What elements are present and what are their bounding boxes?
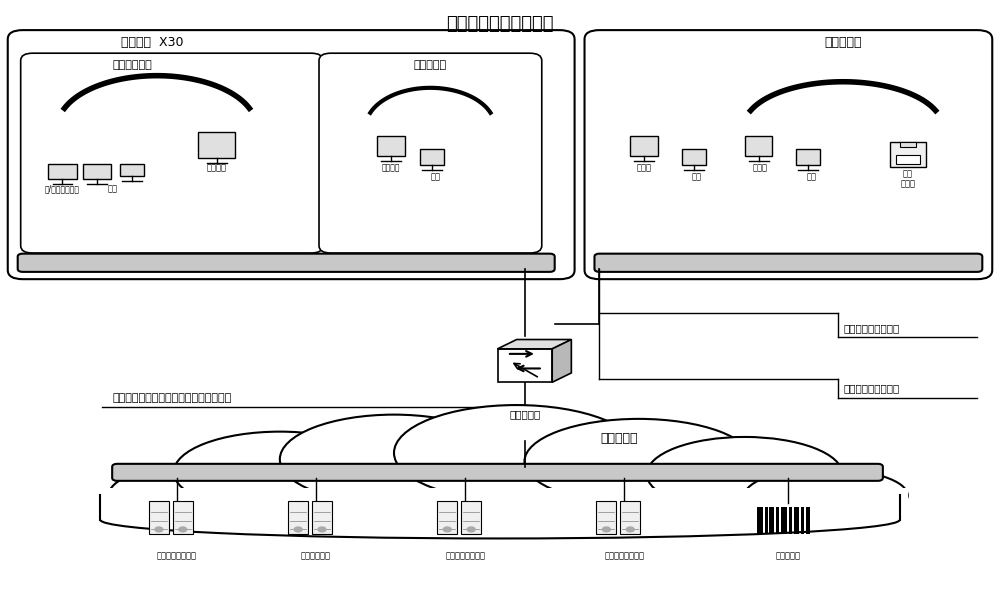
Bar — [781, 507, 787, 535]
Ellipse shape — [394, 405, 639, 501]
Text: 教员席位组: 教员席位组 — [824, 36, 862, 49]
Bar — [745, 137, 772, 156]
Text: 教员席: 教员席 — [637, 164, 652, 172]
Bar — [765, 507, 768, 535]
Circle shape — [155, 527, 163, 532]
Circle shape — [179, 527, 187, 532]
Text: 模拟仿真服务集群: 模拟仿真服务集群 — [157, 551, 197, 560]
Ellipse shape — [109, 466, 272, 525]
Circle shape — [294, 527, 302, 532]
Text: 监控席: 监控席 — [753, 164, 768, 172]
Bar — [120, 164, 144, 176]
Circle shape — [443, 527, 451, 532]
FancyBboxPatch shape — [8, 30, 575, 279]
Text: 存储资源池: 存储资源池 — [776, 551, 801, 560]
Text: 塔台视景: 塔台视景 — [207, 164, 227, 172]
Polygon shape — [498, 349, 552, 383]
Circle shape — [467, 527, 475, 532]
Bar — [789, 507, 792, 535]
Text: 语音服务集群: 语音服务集群 — [301, 551, 331, 560]
Text: 训练单元  X30: 训练单元 X30 — [121, 36, 183, 49]
Bar — [896, 154, 920, 164]
FancyBboxPatch shape — [594, 254, 982, 272]
Bar — [757, 507, 763, 535]
Bar — [92, 488, 908, 536]
Text: 内话: 内话 — [107, 184, 117, 193]
FancyBboxPatch shape — [18, 254, 555, 272]
Text: 网络
打印机: 网络 打印机 — [900, 169, 915, 189]
Text: 塔台管制员席: 塔台管制员席 — [112, 60, 152, 70]
Bar — [769, 507, 774, 535]
Polygon shape — [498, 340, 571, 349]
Polygon shape — [552, 340, 571, 383]
Bar — [149, 501, 169, 535]
Bar — [620, 501, 640, 535]
Text: 塔台管制训练模拟系统: 塔台管制训练模拟系统 — [446, 15, 554, 33]
Bar — [437, 501, 457, 535]
Text: 主/副塔台管制员: 主/副塔台管制员 — [45, 184, 80, 193]
Ellipse shape — [647, 437, 842, 511]
FancyBboxPatch shape — [319, 53, 542, 253]
Bar — [312, 501, 332, 535]
Circle shape — [626, 527, 634, 532]
Bar — [83, 164, 111, 179]
Bar — [48, 164, 77, 179]
FancyBboxPatch shape — [585, 30, 992, 279]
Text: 内话: 内话 — [806, 173, 816, 181]
Text: 云仿真平台: 云仿真平台 — [601, 432, 638, 446]
Bar — [776, 507, 779, 535]
Text: 核心交换机: 核心交换机 — [509, 409, 540, 420]
Ellipse shape — [524, 419, 753, 504]
Text: 内话: 内话 — [430, 173, 440, 181]
Ellipse shape — [280, 414, 508, 504]
Bar — [794, 507, 799, 535]
FancyBboxPatch shape — [112, 464, 883, 481]
Text: 内话: 内话 — [692, 173, 702, 181]
Text: 至雷达管制教学单元: 至雷达管制教学单元 — [843, 384, 899, 394]
Bar — [890, 142, 926, 167]
Text: 数据存储服务集群: 数据存储服务集群 — [604, 551, 644, 560]
Text: 综合应用服务集群: 综合应用服务集群 — [445, 551, 485, 560]
Bar — [900, 142, 916, 147]
Bar — [796, 149, 820, 165]
Bar — [630, 137, 658, 156]
Text: 预留飞行模拟器、真实空管雷达数据接口: 预留飞行模拟器、真实空管雷达数据接口 — [112, 392, 231, 403]
Bar — [801, 507, 804, 535]
Bar — [806, 507, 810, 535]
Circle shape — [318, 527, 326, 532]
Text: 模拟机长: 模拟机长 — [381, 164, 400, 172]
Bar — [173, 501, 193, 535]
Bar — [682, 149, 706, 165]
Bar — [288, 501, 308, 535]
Ellipse shape — [745, 469, 908, 522]
Bar — [198, 132, 235, 158]
Ellipse shape — [174, 432, 386, 512]
Bar — [596, 501, 616, 535]
Circle shape — [602, 527, 610, 532]
Text: 模拟机长席: 模拟机长席 — [414, 60, 447, 70]
FancyBboxPatch shape — [21, 53, 323, 253]
Bar — [377, 137, 405, 156]
Bar — [420, 149, 444, 165]
Bar — [461, 501, 481, 535]
Text: 至程序管制教学单元: 至程序管制教学单元 — [843, 323, 899, 333]
